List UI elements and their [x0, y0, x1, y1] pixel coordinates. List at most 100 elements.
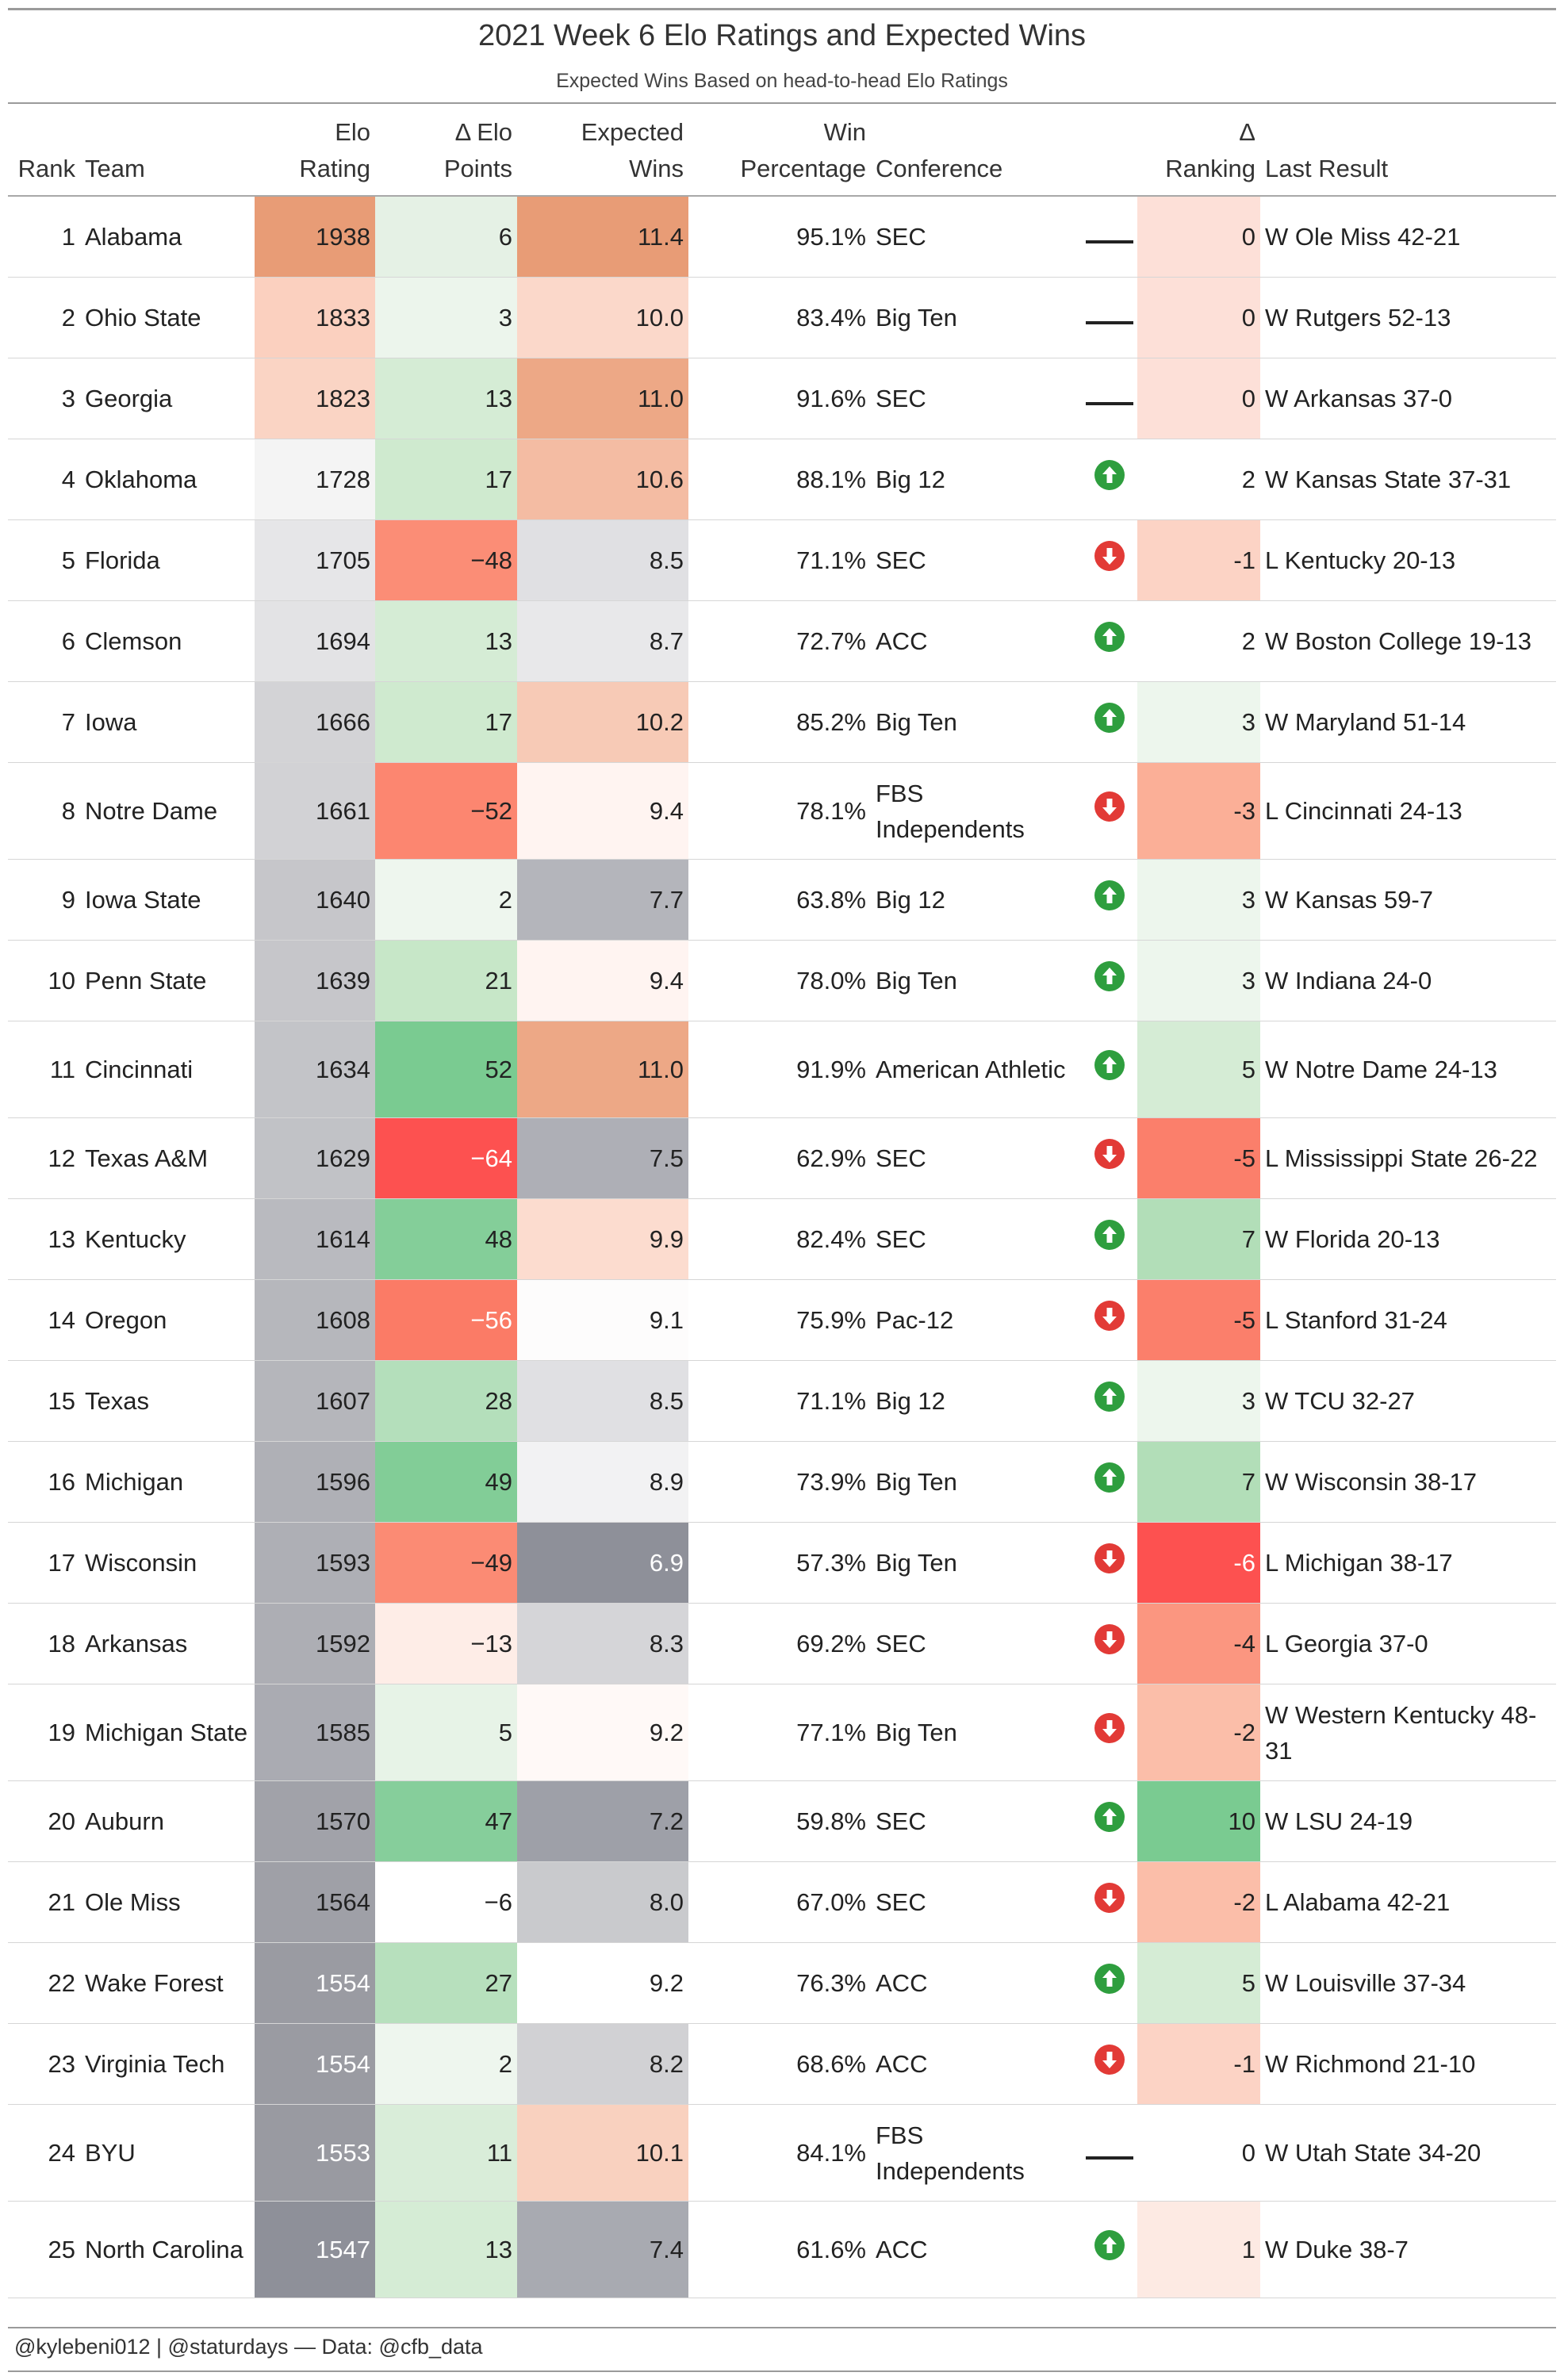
cell-conference: SEC	[871, 1780, 1081, 1862]
cell-win-percentage: 71.1%	[688, 519, 871, 601]
cell-rank: 24	[8, 2104, 80, 2202]
cell-team: North Carolina	[80, 2201, 255, 2298]
cell-rank: 7	[8, 681, 80, 763]
arrow-up-circle-icon	[1094, 1801, 1125, 1842]
cell-elo-rating: 1585	[255, 1684, 375, 1781]
cell-rank: 20	[8, 1780, 80, 1862]
cell-elo-rating: 1570	[255, 1780, 375, 1862]
table-row: 19 Michigan State 1585 5 9.2 77.1% Big Ten -2 W …	[8, 1684, 1556, 1781]
cell-elo-rating: 1634	[255, 1021, 375, 1118]
cell-delta-elo: −6	[375, 1861, 517, 1943]
cell-rank: 1	[8, 196, 80, 278]
cell-elo-rating: 1823	[255, 358, 375, 439]
cell-win-percentage: 91.6%	[688, 358, 871, 439]
cell-elo-rating: 1614	[255, 1198, 375, 1280]
cell-expected-wins: 9.2	[517, 1942, 688, 2024]
cell-elo-rating: 1608	[255, 1279, 375, 1361]
no-change-dash-icon	[1086, 2136, 1133, 2171]
cell-delta-ranking: 3	[1137, 940, 1260, 1021]
cell-conference: SEC	[871, 519, 1081, 601]
cell-trend	[1081, 681, 1137, 763]
cell-expected-wins: 7.2	[517, 1780, 688, 1862]
cell-team: Wake Forest	[80, 1942, 255, 2024]
cell-expected-wins: 9.9	[517, 1198, 688, 1280]
header-last-result: Last Result	[1260, 109, 1556, 197]
cell-trend	[1081, 519, 1137, 601]
cell-delta-elo: 28	[375, 1360, 517, 1442]
cell-win-percentage: 72.7%	[688, 600, 871, 682]
cell-last-result: L Alabama 42-21	[1260, 1861, 1556, 1943]
cell-conference: ACC	[871, 2023, 1081, 2105]
cell-elo-rating: 1639	[255, 940, 375, 1021]
cell-rank: 12	[8, 1117, 80, 1199]
cell-conference: Big Ten	[871, 1522, 1081, 1604]
cell-trend	[1081, 1117, 1137, 1199]
cell-expected-wins: 11.0	[517, 1021, 688, 1118]
no-change-dash-icon	[1086, 220, 1133, 255]
cell-delta-elo: 21	[375, 940, 517, 1021]
cell-trend	[1081, 196, 1137, 278]
cell-delta-elo: 13	[375, 600, 517, 682]
cell-trend	[1081, 1861, 1137, 1943]
cell-team: Michigan	[80, 1441, 255, 1523]
cell-rank: 5	[8, 519, 80, 601]
cell-expected-wins: 9.1	[517, 1279, 688, 1361]
cell-win-percentage: 59.8%	[688, 1780, 871, 1862]
cell-conference: Big Ten	[871, 1684, 1081, 1781]
header-delta-rank-line2: Ranking	[1165, 155, 1255, 182]
cell-conference: Big 12	[871, 1360, 1081, 1442]
cell-delta-elo: −13	[375, 1603, 517, 1684]
cell-trend	[1081, 1279, 1137, 1361]
cell-delta-ranking: 0	[1137, 2104, 1260, 2202]
cell-expected-wins: 8.5	[517, 519, 688, 601]
cell-win-percentage: 95.1%	[688, 196, 871, 278]
cell-elo-rating: 1553	[255, 2104, 375, 2202]
cell-last-result: W Kansas State 37-31	[1260, 439, 1556, 520]
cell-team: Alabama	[80, 196, 255, 278]
cell-rank: 8	[8, 762, 80, 860]
cell-conference: Big 12	[871, 439, 1081, 520]
cell-delta-ranking: -5	[1137, 1279, 1260, 1361]
cell-delta-ranking: 3	[1137, 859, 1260, 941]
cell-elo-rating: 1640	[255, 859, 375, 941]
cell-expected-wins: 7.5	[517, 1117, 688, 1199]
cell-conference: SEC	[871, 1198, 1081, 1280]
cell-expected-wins: 11.4	[517, 196, 688, 278]
cell-last-result: W Maryland 51-14	[1260, 681, 1556, 763]
arrow-down-circle-icon	[1094, 1882, 1125, 1923]
cell-win-percentage: 73.9%	[688, 1441, 871, 1523]
cell-rank: 13	[8, 1198, 80, 1280]
cell-trend	[1081, 600, 1137, 682]
cell-delta-ranking: -3	[1137, 762, 1260, 860]
cell-expected-wins: 11.0	[517, 358, 688, 439]
arrow-down-circle-icon	[1094, 540, 1125, 581]
header-expected-line1: Expected	[581, 118, 684, 146]
arrow-down-circle-icon	[1094, 1712, 1125, 1753]
cell-delta-elo: 13	[375, 358, 517, 439]
arrow-up-circle-icon	[1094, 459, 1125, 500]
cell-delta-elo: 2	[375, 859, 517, 941]
cell-last-result: W LSU 24-19	[1260, 1780, 1556, 1862]
cell-team: Ole Miss	[80, 1861, 255, 1943]
cell-elo-rating: 1694	[255, 600, 375, 682]
cell-elo-rating: 1938	[255, 196, 375, 278]
cell-delta-ranking: -2	[1137, 1684, 1260, 1781]
cell-conference: SEC	[871, 358, 1081, 439]
cell-delta-elo: 49	[375, 1441, 517, 1523]
table-row: 25 North Carolina 1547 13 7.4 61.6% ACC 1 W Duke…	[8, 2201, 1556, 2298]
cell-delta-ranking: -1	[1137, 2023, 1260, 2105]
arrow-up-circle-icon	[1094, 621, 1125, 662]
cell-rank: 4	[8, 439, 80, 520]
table-row: 22 Wake Forest 1554 27 9.2 76.3% ACC 5 W Louisvi…	[8, 1942, 1556, 2024]
cell-win-percentage: 84.1%	[688, 2104, 871, 2202]
arrow-down-circle-icon	[1094, 1300, 1125, 1341]
cell-win-percentage: 78.1%	[688, 762, 871, 860]
cell-delta-ranking: 0	[1137, 358, 1260, 439]
cell-trend	[1081, 940, 1137, 1021]
cell-elo-rating: 1728	[255, 439, 375, 520]
cell-elo-rating: 1564	[255, 1861, 375, 1943]
cell-last-result: W Florida 20-13	[1260, 1198, 1556, 1280]
cell-win-percentage: 67.0%	[688, 1861, 871, 1943]
header-delta-ranking: Δ Ranking	[1137, 109, 1260, 197]
